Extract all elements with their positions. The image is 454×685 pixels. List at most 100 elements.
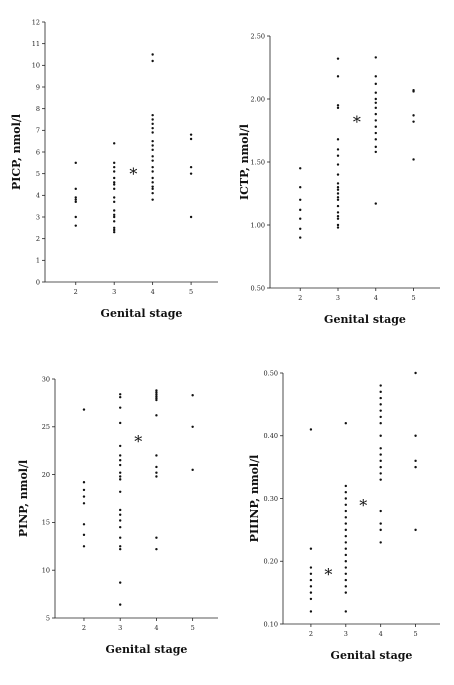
data-point: [336, 226, 340, 229]
data-point: [113, 230, 116, 234]
data-point: [344, 528, 347, 532]
y-axis-label: PINP, nmol/l: [17, 460, 30, 537]
data-point: [119, 508, 122, 512]
x-tick-label: 4: [151, 288, 155, 296]
panel-pinp: 5 10 15 20 25 30 2 3 4 5 * PINP, nmol/l Genital stag…: [17, 375, 218, 656]
data-point: [113, 220, 116, 223]
data-point: [74, 200, 77, 204]
data-point: [374, 202, 377, 205]
data-point: [82, 408, 86, 411]
x-axis-label: Genital stage: [101, 307, 183, 320]
data-point: [74, 196, 77, 199]
y-tick-label: 10: [42, 567, 50, 575]
x-tick-label: 5: [189, 288, 193, 296]
data-point: [74, 215, 77, 219]
data-point: [379, 472, 382, 475]
x-tick-label: 3: [112, 288, 116, 296]
y-tick-label: 4: [36, 192, 40, 200]
data-point: [113, 170, 116, 173]
data-point: [151, 118, 154, 121]
y-tick-label: 11: [32, 40, 40, 48]
data-point: [412, 120, 415, 123]
data-point: [414, 434, 417, 437]
y-tick-label: 0.20: [264, 558, 278, 566]
data-point: [336, 138, 340, 141]
data-point: [344, 566, 347, 569]
data-point: [374, 125, 377, 128]
data-point: [309, 610, 313, 613]
data-point: [344, 591, 347, 594]
y-tick-label: 20: [42, 471, 50, 479]
data-point: [336, 214, 340, 218]
data-point: [155, 465, 158, 469]
data-point: [379, 522, 382, 525]
data-point: [151, 131, 154, 134]
data-point: [379, 396, 382, 400]
data-point: [309, 585, 313, 588]
data-point: [119, 459, 122, 462]
data-point: [374, 138, 377, 141]
data-point: [344, 560, 347, 563]
data-point: [113, 228, 116, 232]
data-point: [309, 566, 313, 569]
panel-piiinp: 0.10 0.20 0.30 0.40 0.50 2 3 4 5 * * PIIINP, nmol/l…: [248, 369, 440, 662]
data-point: [113, 209, 116, 212]
data-point: [155, 471, 158, 474]
data-point: [189, 133, 193, 136]
data-point: [82, 502, 86, 505]
data-point: [414, 371, 417, 375]
data-point: [336, 211, 340, 214]
data-point: [113, 187, 116, 191]
data-point: [336, 223, 340, 227]
data-point: [414, 465, 417, 469]
data-point: [82, 533, 86, 537]
data-point: [412, 114, 415, 117]
data-point: [379, 478, 382, 481]
data-point: [336, 196, 340, 199]
data-point: [374, 145, 377, 149]
data-point: [344, 553, 347, 557]
y-tick-label: 0.10: [264, 620, 278, 628]
data-point: [336, 75, 340, 78]
axis-lines: [54, 379, 218, 619]
data-point: [119, 475, 122, 478]
data-point: [119, 393, 122, 396]
data-point: [82, 523, 86, 526]
data-point: [151, 170, 154, 173]
y-tick-label: 7: [36, 127, 40, 135]
data-point: [379, 447, 382, 450]
data-point: [336, 204, 340, 208]
x-axis-label: Genital stage: [106, 643, 188, 656]
data-point: [379, 459, 382, 463]
data-point: [113, 165, 116, 169]
x-tick-label: 4: [379, 630, 383, 638]
data-point: [379, 453, 382, 456]
data-point: [309, 572, 313, 575]
y-tick-label: 3: [36, 213, 40, 221]
data-point: [344, 491, 347, 494]
data-point: [379, 509, 382, 513]
data-point: [379, 403, 382, 406]
data-point: [374, 150, 377, 154]
data-point: [191, 425, 194, 428]
data-point: [151, 181, 154, 184]
data-point: [113, 181, 116, 184]
significance-star: *: [353, 113, 361, 132]
data-point: [74, 224, 77, 227]
data-point: [74, 161, 77, 165]
data-point: [309, 591, 313, 594]
y-tick-label: 5: [36, 170, 40, 178]
data-point: [151, 148, 154, 152]
y-tick-label: 1.00: [251, 221, 265, 229]
data-point: [299, 217, 302, 220]
data-point: [113, 196, 116, 199]
y-tick-label: 1: [36, 257, 40, 265]
data-point: [344, 497, 347, 500]
data-point: [151, 59, 154, 63]
data-point: [374, 131, 377, 135]
data-point: [119, 490, 122, 494]
y-tick-label: 10: [32, 62, 40, 70]
data-point: [155, 536, 158, 539]
y-tick-label: 30: [42, 375, 50, 383]
data-point: [344, 547, 347, 550]
